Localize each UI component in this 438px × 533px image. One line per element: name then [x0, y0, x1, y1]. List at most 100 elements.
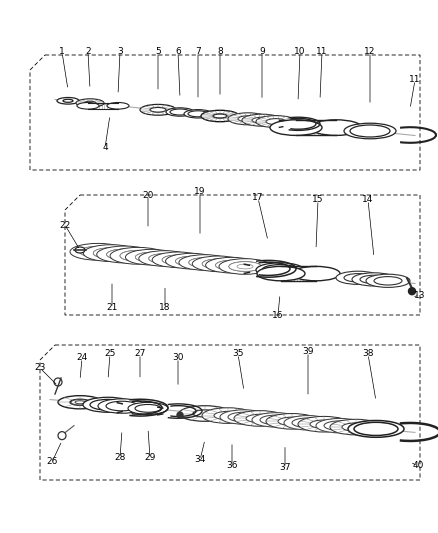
Ellipse shape	[57, 98, 79, 104]
Ellipse shape	[344, 123, 396, 139]
Text: 29: 29	[144, 454, 155, 463]
Ellipse shape	[205, 257, 258, 273]
Ellipse shape	[176, 256, 208, 266]
Ellipse shape	[71, 400, 89, 405]
Ellipse shape	[256, 116, 296, 127]
Ellipse shape	[83, 245, 139, 262]
Ellipse shape	[98, 399, 146, 413]
Ellipse shape	[166, 253, 218, 269]
Ellipse shape	[310, 120, 362, 135]
Text: 20: 20	[142, 190, 154, 199]
Text: 37: 37	[279, 464, 291, 472]
Text: 9: 9	[259, 47, 265, 56]
Text: 8: 8	[217, 47, 223, 56]
Ellipse shape	[139, 251, 191, 266]
Text: 16: 16	[272, 311, 284, 319]
Text: 7: 7	[195, 47, 201, 56]
Ellipse shape	[149, 254, 181, 263]
Ellipse shape	[97, 246, 153, 263]
Ellipse shape	[120, 251, 156, 261]
Text: 23: 23	[34, 364, 46, 373]
Ellipse shape	[77, 102, 99, 109]
Text: 11: 11	[316, 47, 328, 56]
Ellipse shape	[110, 247, 166, 264]
Ellipse shape	[166, 108, 194, 116]
Text: 22: 22	[60, 221, 71, 230]
Text: 3: 3	[117, 47, 123, 56]
Ellipse shape	[58, 395, 102, 409]
Text: 27: 27	[134, 350, 146, 359]
Ellipse shape	[184, 110, 212, 118]
Ellipse shape	[316, 418, 364, 433]
Ellipse shape	[336, 271, 380, 285]
Ellipse shape	[202, 408, 254, 423]
Ellipse shape	[256, 263, 304, 277]
Text: 24: 24	[76, 353, 88, 362]
Ellipse shape	[242, 114, 282, 126]
Text: 39: 39	[302, 348, 314, 357]
Ellipse shape	[93, 248, 129, 259]
Ellipse shape	[229, 262, 261, 271]
Text: 40: 40	[412, 462, 424, 471]
Circle shape	[177, 412, 183, 418]
Text: 35: 35	[232, 350, 244, 359]
Ellipse shape	[366, 274, 410, 287]
Ellipse shape	[252, 413, 300, 427]
Ellipse shape	[228, 113, 268, 125]
Ellipse shape	[75, 247, 85, 253]
Text: 13: 13	[414, 290, 426, 300]
Text: 17: 17	[252, 193, 264, 203]
Ellipse shape	[140, 104, 176, 115]
Ellipse shape	[202, 259, 234, 269]
Ellipse shape	[128, 402, 168, 414]
Text: 1: 1	[59, 47, 65, 56]
Ellipse shape	[352, 273, 396, 286]
Text: 28: 28	[114, 454, 126, 463]
Text: 21: 21	[106, 303, 118, 312]
Ellipse shape	[152, 252, 204, 268]
Text: 19: 19	[194, 188, 206, 197]
Ellipse shape	[125, 249, 177, 265]
Text: 18: 18	[159, 303, 171, 312]
Ellipse shape	[257, 266, 305, 281]
Text: 10: 10	[294, 47, 306, 56]
Text: 38: 38	[362, 350, 374, 359]
Ellipse shape	[201, 110, 239, 122]
Ellipse shape	[292, 266, 340, 281]
Ellipse shape	[220, 410, 268, 424]
Text: 5: 5	[155, 47, 161, 56]
Ellipse shape	[330, 419, 382, 435]
Ellipse shape	[348, 421, 404, 437]
Ellipse shape	[298, 416, 350, 432]
Ellipse shape	[162, 255, 194, 264]
Ellipse shape	[80, 246, 116, 257]
Ellipse shape	[234, 410, 286, 426]
Text: 25: 25	[104, 350, 116, 359]
Ellipse shape	[284, 416, 332, 430]
Ellipse shape	[179, 406, 231, 421]
Text: 2: 2	[85, 47, 91, 56]
Ellipse shape	[107, 249, 143, 260]
Text: 4: 4	[102, 143, 108, 152]
Ellipse shape	[107, 102, 129, 109]
Ellipse shape	[83, 397, 133, 412]
Text: 26: 26	[46, 457, 58, 466]
Text: 34: 34	[194, 456, 206, 464]
Ellipse shape	[76, 99, 104, 107]
Ellipse shape	[215, 260, 247, 270]
Text: 14: 14	[362, 196, 374, 205]
Text: 15: 15	[312, 196, 324, 205]
Text: 12: 12	[364, 47, 376, 56]
Text: 11: 11	[409, 76, 421, 85]
Ellipse shape	[189, 257, 221, 267]
Text: 36: 36	[226, 461, 238, 470]
Ellipse shape	[70, 244, 126, 260]
Ellipse shape	[135, 252, 167, 262]
Text: 6: 6	[175, 47, 181, 56]
Circle shape	[409, 288, 416, 295]
Ellipse shape	[266, 414, 318, 429]
Ellipse shape	[270, 120, 322, 135]
Ellipse shape	[179, 255, 231, 270]
Ellipse shape	[219, 259, 271, 274]
Text: 30: 30	[172, 353, 184, 362]
